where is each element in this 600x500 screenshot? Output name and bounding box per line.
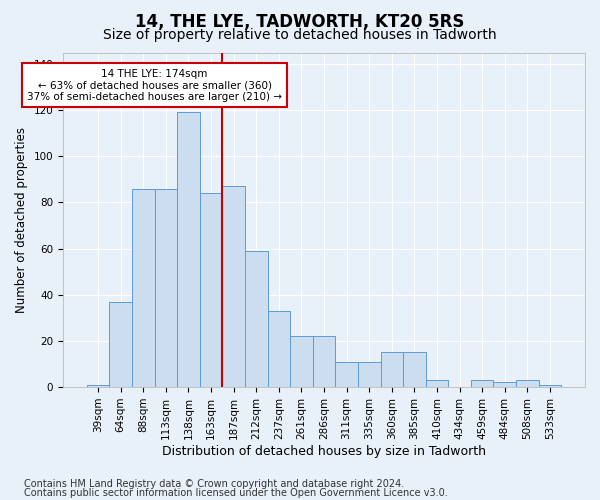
- Text: 14, THE LYE, TADWORTH, KT20 5RS: 14, THE LYE, TADWORTH, KT20 5RS: [136, 12, 464, 30]
- X-axis label: Distribution of detached houses by size in Tadworth: Distribution of detached houses by size …: [162, 444, 486, 458]
- Text: Contains HM Land Registry data © Crown copyright and database right 2024.: Contains HM Land Registry data © Crown c…: [24, 479, 404, 489]
- Bar: [539, 385, 561, 387]
- Bar: [380, 352, 403, 387]
- Bar: [335, 362, 358, 387]
- Bar: [109, 302, 132, 387]
- Bar: [200, 194, 223, 387]
- Bar: [493, 382, 516, 387]
- Bar: [268, 311, 290, 387]
- Text: Size of property relative to detached houses in Tadworth: Size of property relative to detached ho…: [103, 28, 497, 42]
- Text: Contains public sector information licensed under the Open Government Licence v3: Contains public sector information licen…: [24, 488, 448, 498]
- Text: 14 THE LYE: 174sqm
← 63% of detached houses are smaller (360)
37% of semi-detach: 14 THE LYE: 174sqm ← 63% of detached hou…: [27, 68, 282, 102]
- Bar: [471, 380, 493, 387]
- Bar: [245, 251, 268, 387]
- Bar: [516, 380, 539, 387]
- Bar: [403, 352, 425, 387]
- Bar: [358, 362, 380, 387]
- Y-axis label: Number of detached properties: Number of detached properties: [15, 127, 28, 313]
- Bar: [155, 188, 177, 387]
- Bar: [313, 336, 335, 387]
- Bar: [132, 188, 155, 387]
- Bar: [425, 380, 448, 387]
- Bar: [87, 385, 109, 387]
- Bar: [177, 112, 200, 387]
- Bar: [290, 336, 313, 387]
- Bar: [223, 186, 245, 387]
